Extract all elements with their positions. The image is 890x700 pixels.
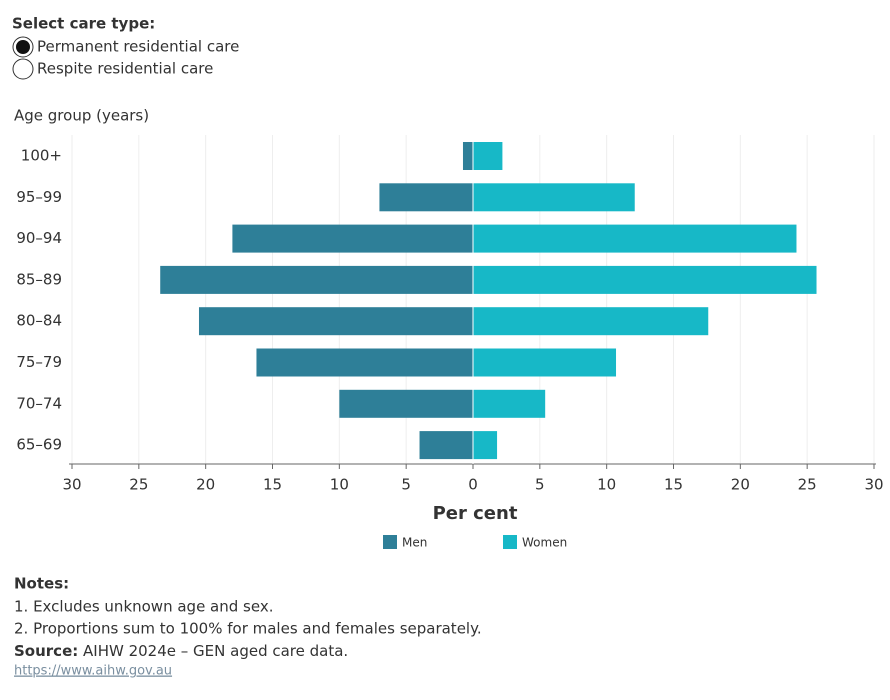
x-tick-label: 30: [62, 476, 81, 494]
source: Source: AIHW 2024e – GEN aged care data.: [14, 642, 348, 660]
y-tick-label: 90–94: [16, 229, 62, 247]
bar: [473, 307, 709, 336]
x-tick-label: 25: [798, 476, 817, 494]
source-text: AIHW 2024e – GEN aged care data.: [83, 642, 348, 660]
bar: [419, 431, 473, 460]
notes-title: Notes:: [14, 575, 69, 593]
y-tick-label: 80–84: [16, 312, 62, 330]
x-axis-title: Per cent: [433, 503, 518, 524]
legend-swatch: [383, 535, 397, 549]
bar: [256, 348, 473, 377]
y-tick-label: 65–69: [16, 436, 62, 454]
bar: [232, 224, 473, 253]
x-tick-label: 20: [196, 476, 215, 494]
bar: [473, 183, 635, 212]
bar: [473, 389, 546, 418]
x-tick-label: 20: [731, 476, 750, 494]
bar: [473, 348, 617, 377]
bar: [473, 142, 503, 170]
bar: [473, 224, 797, 253]
x-tick-label: 15: [263, 476, 282, 494]
source-label: Source:: [14, 642, 78, 660]
radio-button[interactable]: [12, 58, 34, 80]
bar: [473, 431, 498, 460]
x-tick-label: 30: [864, 476, 883, 494]
bar: [473, 265, 817, 294]
x-tick-label: 5: [535, 476, 545, 494]
y-tick-label: 95–99: [16, 188, 62, 206]
x-tick-label: 5: [401, 476, 411, 494]
bar: [379, 183, 473, 212]
x-tick-label: 10: [597, 476, 616, 494]
y-tick-label: 75–79: [16, 353, 62, 371]
bar: [160, 265, 473, 294]
note: 1. Excludes unknown age and sex.: [14, 598, 273, 616]
bar: [198, 307, 473, 336]
bar: [462, 142, 473, 170]
y-tick-label: 85–89: [16, 270, 62, 288]
legend-label: Men: [402, 536, 427, 550]
bar: [339, 389, 473, 418]
link[interactable]: https://www.aihw.gov.au: [14, 664, 172, 679]
legend-swatch: [503, 535, 517, 549]
x-tick-label: 0: [468, 476, 478, 494]
legend-label: Women: [522, 536, 567, 550]
radio-dot: [16, 40, 30, 54]
x-tick-label: 10: [330, 476, 349, 494]
radio-label[interactable]: Permanent residential care: [37, 38, 239, 56]
y-tick-label: 70–74: [16, 394, 62, 412]
x-tick-label: 15: [664, 476, 683, 494]
y-tick-label: 100+: [21, 147, 62, 165]
control-label: Select care type:: [12, 15, 155, 33]
y-axis-title: Age group (years): [14, 107, 149, 125]
x-tick-label: 25: [129, 476, 148, 494]
radio-label[interactable]: Respite residential care: [37, 60, 213, 78]
note: 2. Proportions sum to 100% for males and…: [14, 620, 482, 638]
